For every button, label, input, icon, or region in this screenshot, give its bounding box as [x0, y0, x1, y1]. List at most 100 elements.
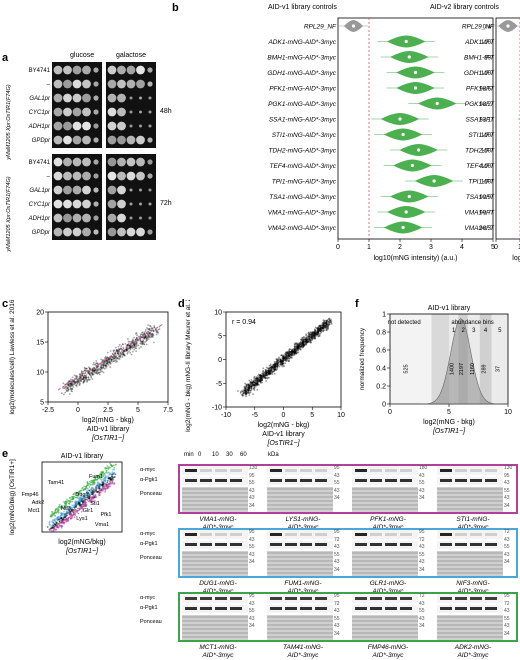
data-point: [311, 330, 314, 333]
data-point: [72, 386, 75, 389]
gene-label: Vma1: [95, 522, 109, 528]
data-point: [79, 503, 81, 506]
data-point: [320, 329, 323, 332]
data-point: [129, 351, 132, 354]
data-point: [282, 357, 285, 360]
data-point: [270, 372, 273, 374]
data-point: [317, 329, 320, 332]
data-point: [247, 390, 250, 393]
data-point: [73, 374, 76, 377]
data-point: [301, 346, 304, 349]
data-point: [322, 321, 325, 324]
myc-band: [230, 469, 242, 472]
data-point: [305, 333, 308, 336]
data-point: [68, 379, 70, 382]
data-point: [151, 332, 154, 335]
data-point: [251, 384, 254, 387]
yeast-spot: [107, 65, 117, 75]
ponceau-strip: [267, 487, 333, 512]
data-point: [153, 326, 156, 329]
data-point: [289, 355, 292, 358]
percent-label: 99: [484, 56, 491, 62]
data-point: [301, 340, 304, 343]
data-point: [273, 364, 276, 366]
data-point: [128, 340, 131, 343]
data-point: [256, 384, 259, 387]
data-point: [307, 332, 310, 334]
data-point: [100, 366, 103, 369]
data-point: [100, 366, 103, 368]
data-point: [306, 341, 309, 344]
data-point: [314, 333, 317, 336]
data-point: [289, 351, 292, 354]
data-point: [291, 354, 294, 356]
pgk1-band: [315, 479, 327, 482]
data-point: [270, 370, 272, 373]
kda-marker: 180: [419, 465, 428, 471]
data-point: [249, 381, 252, 384]
data-point: [301, 343, 304, 346]
data-point: [130, 353, 133, 356]
data-point: [277, 362, 279, 364]
data-point: [134, 342, 136, 345]
data-point: [273, 365, 276, 368]
strain-row-label: GPDpr: [32, 138, 51, 144]
data-point: [308, 337, 311, 340]
data-point: [79, 500, 81, 503]
data-point: [261, 376, 264, 379]
data-point: [270, 368, 273, 371]
panel-label-b: b: [172, 2, 179, 14]
yeast-spot: [117, 199, 126, 209]
data-point: [65, 390, 68, 393]
data-point: [67, 384, 70, 387]
data-point: [81, 374, 84, 377]
data-point: [249, 381, 252, 383]
data-point: [244, 390, 247, 393]
data-point: [289, 353, 292, 356]
data-point: [291, 353, 294, 356]
kda-marker: 95: [249, 529, 255, 535]
data-point: [297, 345, 299, 348]
data-point: [92, 370, 95, 372]
kda-marker: 34: [334, 495, 340, 501]
data-point: [298, 345, 301, 348]
data-point: [313, 335, 316, 337]
pgk1-band: [440, 543, 452, 546]
yeast-spot: [63, 171, 72, 181]
data-point: [132, 343, 135, 345]
data-point: [91, 378, 94, 380]
data-point: [156, 331, 159, 334]
data-point: [63, 510, 65, 513]
pgk1-band: [270, 607, 282, 610]
data-point: [66, 387, 68, 390]
pgk1-band: [230, 479, 242, 482]
pgk1-band: [270, 479, 282, 482]
yeast-spot: [72, 171, 82, 181]
data-point: [87, 371, 90, 374]
data-point: [252, 383, 255, 386]
data-point: [75, 381, 78, 383]
data-point: [126, 344, 129, 346]
data-point: [133, 343, 135, 346]
scatter-title: AID-v1 library: [61, 453, 104, 460]
data-point: [282, 360, 285, 362]
kda-marker: 43: [249, 600, 255, 607]
data-point: [76, 378, 79, 381]
yeast-spot: [138, 124, 143, 128]
data-point: [319, 326, 322, 329]
data-point: [299, 345, 302, 348]
data-point: [317, 335, 320, 338]
data-point: [90, 498, 93, 501]
data-point: [148, 334, 151, 337]
data-point: [296, 349, 299, 352]
data-point: [78, 377, 81, 380]
data-point: [259, 378, 262, 381]
construct-label: MCT1-mNG- AID*-3myc: [178, 644, 258, 660]
x-axis-label: log2(mNG - bkg): [423, 419, 475, 426]
data-point: [152, 341, 155, 344]
data-point: [87, 379, 90, 381]
data-point: [291, 351, 294, 354]
data-point: [285, 357, 287, 359]
data-point: [297, 349, 300, 352]
data-point: [282, 355, 284, 358]
